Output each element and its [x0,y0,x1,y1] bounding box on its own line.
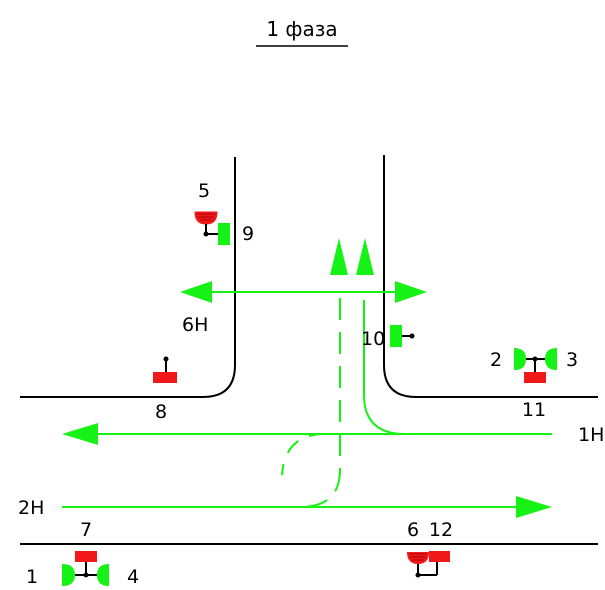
label-signal-8: 8 [155,401,167,423]
signal-6-red-head [407,552,429,564]
label-lane-1h: 1Н [578,424,604,446]
signal-group-2-3-11 [514,348,557,383]
signal-10-green [390,325,402,347]
left-turn-dashed-curve [299,469,341,508]
label-signal-6: 6 [407,519,419,541]
signal-group-1-4-7 [62,551,109,586]
labels: 5 9 6Н 10 2 3 8 11 1Н 2Н 7 6 12 1 4 [18,180,604,588]
lane-2h-arrow [516,496,552,518]
road-edges [20,155,598,545]
phase-title: 1 фаза [266,17,337,41]
label-signal-10: 10 [361,328,385,350]
label-signal-2: 2 [490,349,502,371]
label-signal-9: 9 [242,223,254,245]
uturn-dashed-curve [281,433,326,476]
signal-11-red [524,372,546,383]
label-signal-12: 12 [429,519,453,541]
label-signal-4: 4 [127,566,139,588]
pedestrian-arrow-left [180,281,212,303]
signal-1-green-head [62,564,75,586]
movement-paths [62,291,552,508]
right-turn-path [363,300,406,435]
signal-group-5-9 [194,211,230,245]
road-edge-left [20,157,236,398]
road-edge-right [383,155,598,398]
signal-9-green [218,223,230,245]
label-signal-7: 7 [80,519,92,541]
signal-8 [153,356,177,383]
signal-12-red [429,551,450,562]
pedestrian-arrow-right [395,281,427,303]
label-signal-5: 5 [198,180,210,202]
through-arrow-2 [356,238,374,275]
label-signal-11: 11 [522,399,546,421]
lane-1h-arrow [62,423,98,445]
signal-8-red [153,372,177,383]
arrowheads [62,238,552,518]
signal-3-green-head [545,348,557,370]
signal-2-green-head [514,348,526,370]
label-lane-6h: 6Н [182,314,208,336]
label-lane-2h: 2Н [18,497,44,519]
label-signal-3: 3 [566,349,578,371]
signal-4-green-head [97,564,109,586]
signal-group-6-12 [407,551,450,578]
signal-10 [390,325,415,347]
through-arrow-1 [330,238,348,275]
signal-7-red [75,551,97,562]
label-signal-1: 1 [26,566,38,588]
